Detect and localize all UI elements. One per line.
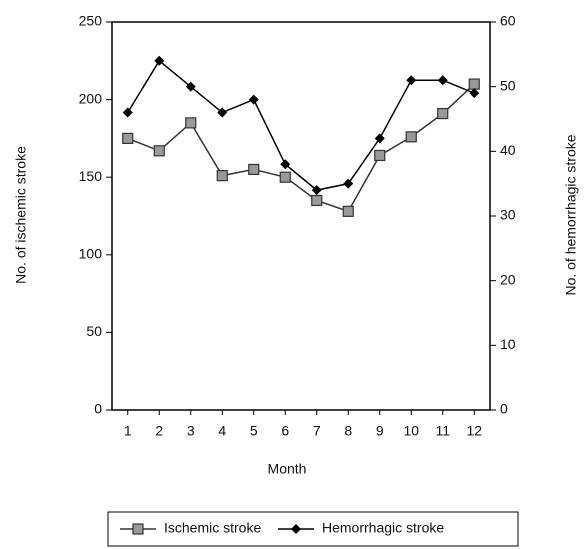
x-tick-label: 1 xyxy=(124,423,132,439)
data-point xyxy=(406,75,417,86)
data-point xyxy=(374,149,386,162)
y2-axis-label: No. of hemorrhagic stroke xyxy=(563,134,579,295)
y2-tick-label: 60 xyxy=(500,13,516,29)
data-point xyxy=(280,159,291,170)
legend-marker xyxy=(291,524,301,534)
data-point xyxy=(216,170,228,182)
data-point xyxy=(469,88,480,99)
x-tick-label: 9 xyxy=(376,423,384,439)
x-axis-label: Month xyxy=(268,461,307,477)
x-tick-label: 11 xyxy=(435,423,450,439)
data-point xyxy=(343,178,354,189)
x-tick-label: 6 xyxy=(281,423,289,439)
data-point xyxy=(342,205,354,217)
data-point xyxy=(311,185,322,196)
x-tick-label: 7 xyxy=(313,423,321,439)
data-point xyxy=(122,132,134,144)
legend-box xyxy=(107,511,519,547)
x-tick-label: 5 xyxy=(250,423,258,439)
y-tick-label: 0 xyxy=(94,401,102,417)
y-tick-label: 100 xyxy=(79,246,103,262)
y-tick-label: 250 xyxy=(79,13,103,29)
data-point xyxy=(437,107,449,120)
legend-label: Ischemic stroke xyxy=(164,520,261,536)
data-point xyxy=(468,78,480,90)
data-point xyxy=(279,171,291,183)
x-tick-label: 10 xyxy=(403,423,419,439)
x-tick-label: 4 xyxy=(218,423,226,439)
data-point xyxy=(437,75,448,86)
data-point xyxy=(122,107,133,118)
data-point xyxy=(248,163,260,176)
data-point xyxy=(154,55,165,66)
y2-tick-label: 0 xyxy=(500,401,508,417)
data-point xyxy=(217,107,228,118)
x-tick-label: 12 xyxy=(466,423,482,439)
legend-label: Hemorrhagic stroke xyxy=(322,520,444,536)
series-line xyxy=(127,83,475,213)
x-tick-label: 3 xyxy=(187,423,195,439)
y2-tick-label: 20 xyxy=(500,271,516,287)
data-point xyxy=(185,117,197,129)
y-tick-label: 50 xyxy=(86,323,102,339)
legend-marker xyxy=(132,523,144,535)
y2-tick-label: 50 xyxy=(500,77,516,93)
y2-tick-label: 30 xyxy=(500,207,516,223)
y-axis-label: No. of ischemic stroke xyxy=(13,146,29,284)
y2-tick-label: 10 xyxy=(500,336,516,352)
y-tick-label: 150 xyxy=(79,168,103,184)
y-tick-label: 200 xyxy=(79,90,103,106)
data-point xyxy=(185,81,196,92)
series-line xyxy=(127,59,475,191)
data-point xyxy=(405,131,417,143)
y2-tick-label: 40 xyxy=(500,142,516,158)
data-point xyxy=(248,94,259,105)
x-tick-label: 8 xyxy=(344,423,352,439)
data-point xyxy=(374,133,385,144)
x-tick-label: 2 xyxy=(155,423,163,439)
data-point xyxy=(153,145,165,157)
data-point xyxy=(311,194,323,207)
